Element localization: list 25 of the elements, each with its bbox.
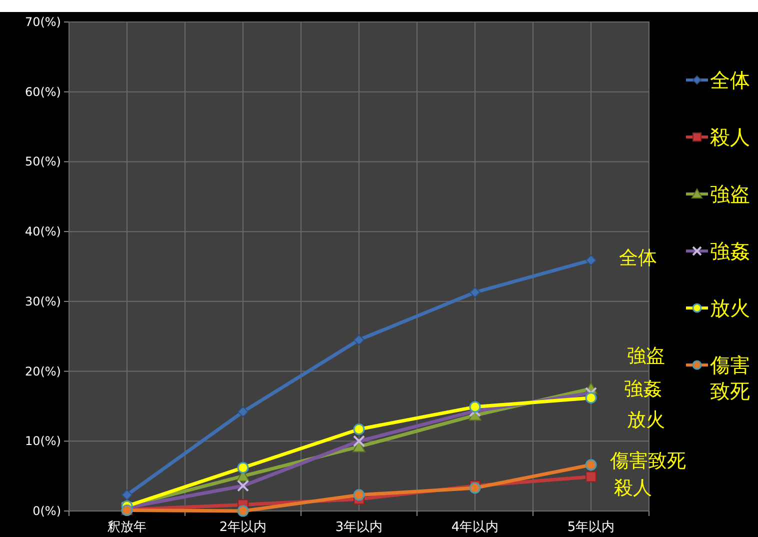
y-tick-label: 30(%) [24, 294, 61, 308]
x-tick-label: 3年以内 [335, 520, 383, 535]
y-tick-label: 10(%) [24, 434, 61, 448]
annotation: 殺人 [614, 477, 652, 499]
annotation: 全体 [619, 247, 657, 269]
y-tick-label: 20(%) [24, 364, 61, 378]
annotation: 傷害致死 [609, 450, 686, 472]
x-tick-label: 5年以内 [567, 520, 615, 535]
x-tick-label: 2年以内 [219, 520, 267, 535]
y-tick-label: 0(%) [32, 504, 61, 518]
annotation: 強姦 [624, 378, 662, 400]
legend-label: 強姦 [710, 239, 750, 263]
annotation: 放火 [627, 409, 665, 431]
y-tick-label: 70(%) [24, 15, 61, 29]
annotation: 強盗 [627, 345, 665, 367]
legend-label: 殺人 [710, 125, 750, 149]
y-tick-label: 60(%) [24, 84, 61, 99]
legend-label: 全体 [710, 68, 750, 92]
legend-label: 放火 [710, 296, 750, 320]
legend-label: 強盗 [710, 182, 750, 206]
x-tick-label: 釈放年 [108, 520, 146, 535]
legend-label: 傷害致死 [709, 353, 750, 403]
x-tick-label: 4年以内 [451, 520, 499, 535]
y-tick-label: 50(%) [24, 154, 61, 169]
y-tick-label: 40(%) [24, 224, 61, 239]
